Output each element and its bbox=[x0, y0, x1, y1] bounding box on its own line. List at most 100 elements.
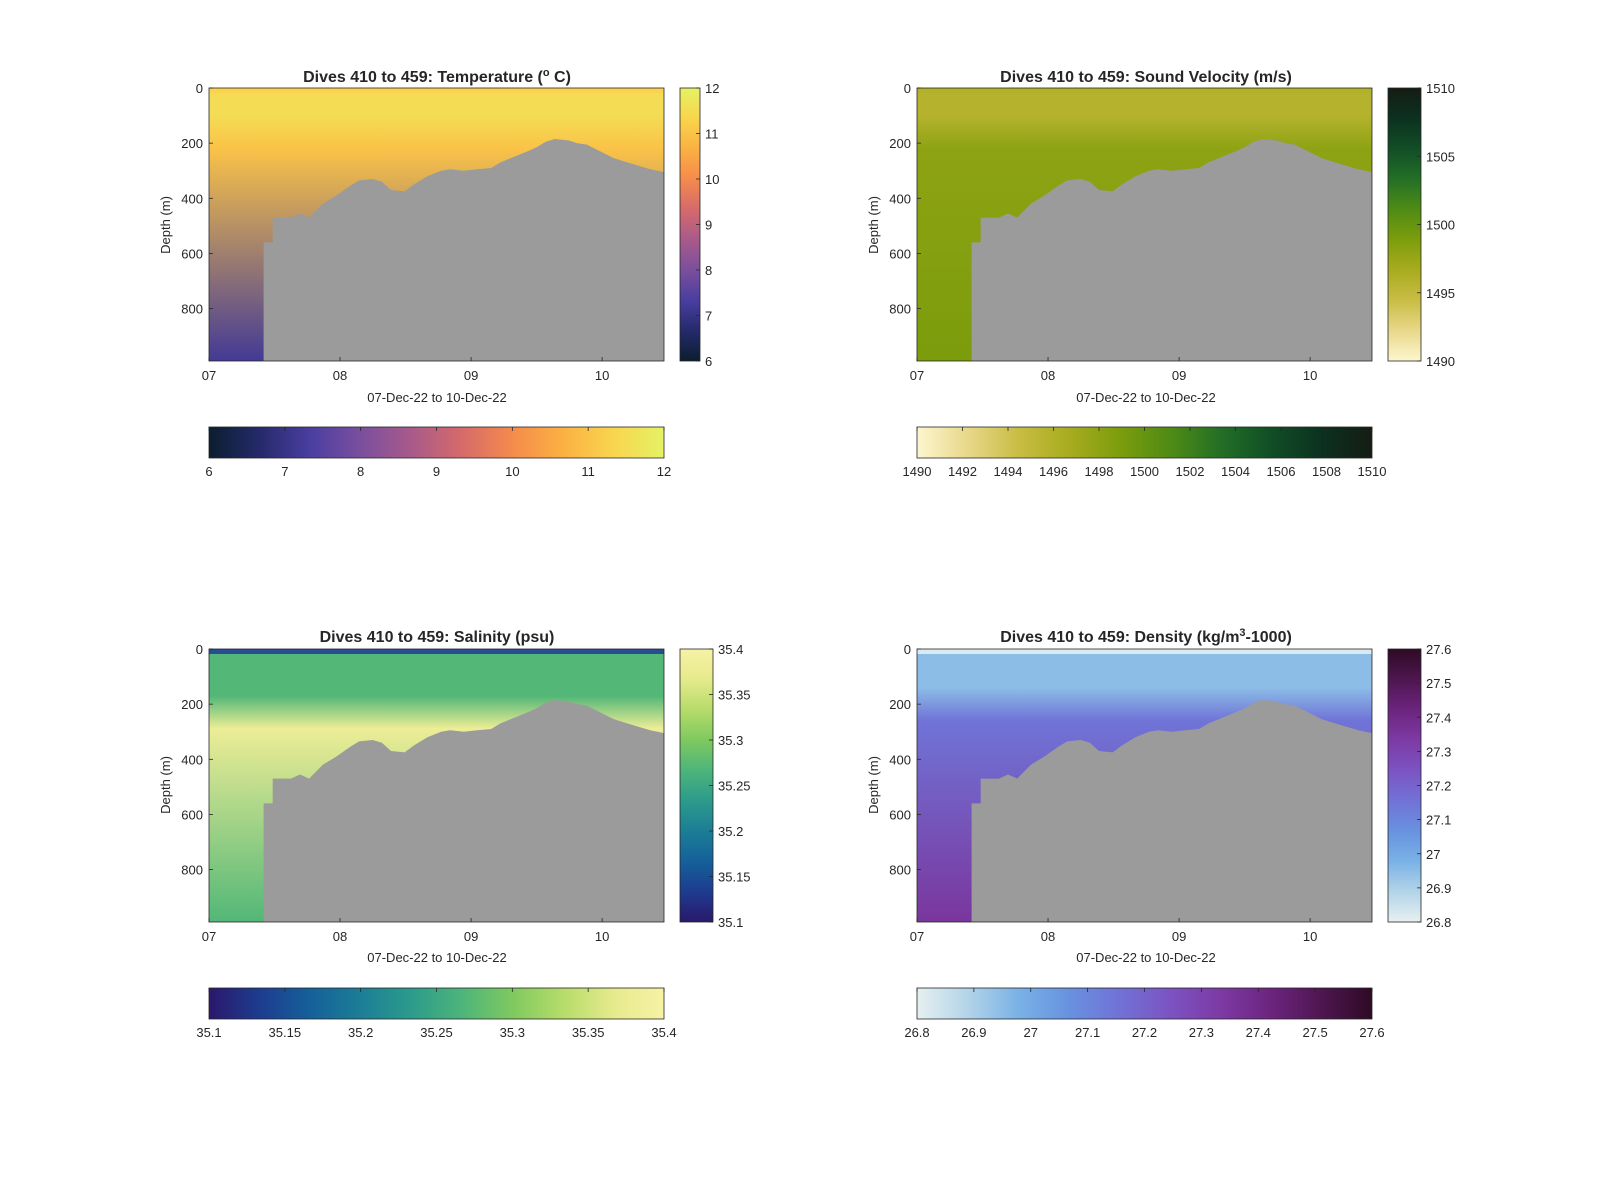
colorbar-tick-label: 27 bbox=[1426, 847, 1440, 862]
colorbar-tick-label: 35.4 bbox=[718, 642, 743, 657]
x-tick-label: 09 bbox=[1172, 368, 1186, 383]
x-tick-label: 07 bbox=[910, 368, 924, 383]
colorbar-tick-label: 27.6 bbox=[1426, 642, 1451, 657]
x-axis-label: 07-Dec-22 to 10-Dec-22 bbox=[367, 950, 506, 965]
panel-sound-velocity: Dives 410 to 459: Sound Velocity (m/s) 0… bbox=[866, 69, 1455, 479]
colorbar-tick-label: 35.15 bbox=[718, 870, 751, 885]
x-tick-label: 09 bbox=[464, 368, 478, 383]
colorbar-tick-label: 35.35 bbox=[718, 688, 751, 703]
hbar-tick-label: 10 bbox=[505, 464, 519, 479]
hbar-tick-label: 1500 bbox=[1130, 464, 1159, 479]
colorbar-vertical bbox=[1387, 648, 1422, 923]
hbar-tick-label: 1510 bbox=[1358, 464, 1387, 479]
x-tick-label: 08 bbox=[333, 368, 347, 383]
x-tick-label: 08 bbox=[1041, 929, 1055, 944]
panel-title: Dives 410 to 459: Salinity (psu) bbox=[320, 629, 555, 646]
hbar-tick-label: 1502 bbox=[1176, 464, 1205, 479]
hbar-tick-label: 1506 bbox=[1267, 464, 1296, 479]
hbar-tick-label: 7 bbox=[281, 464, 288, 479]
y-tick-label: 600 bbox=[181, 246, 203, 261]
panel-title: Dives 410 to 459: Density (kg/m3-1000) bbox=[1000, 627, 1292, 646]
x-tick-label: 07 bbox=[202, 368, 216, 383]
axes-box bbox=[916, 648, 1373, 923]
y-tick-label: 400 bbox=[181, 752, 203, 767]
colorbar-tick-label: 35.25 bbox=[718, 779, 751, 794]
colorbar-tick-label: 1505 bbox=[1426, 149, 1455, 164]
axes-box bbox=[208, 648, 665, 923]
x-axis-label: 07-Dec-22 to 10-Dec-22 bbox=[1076, 950, 1215, 965]
hbar-tick-label: 12 bbox=[657, 464, 671, 479]
y-axis-label: Depth (m) bbox=[866, 196, 881, 254]
hbar-tick-label: 27.3 bbox=[1189, 1025, 1214, 1040]
hbar-tick-label: 35.35 bbox=[572, 1025, 605, 1040]
colorbar-tick-label: 35.1 bbox=[718, 915, 743, 930]
hbar-tick-label: 35.2 bbox=[348, 1025, 373, 1040]
colorbar-tick-label: 26.8 bbox=[1426, 915, 1451, 930]
y-axis-label: Depth (m) bbox=[158, 196, 173, 254]
colorbar-tick-label: 9 bbox=[705, 218, 712, 233]
y-tick-label: 800 bbox=[181, 302, 203, 317]
surface-band bbox=[209, 649, 664, 654]
x-tick-label: 09 bbox=[464, 929, 478, 944]
colorbar-tick-label: 6 bbox=[705, 354, 712, 369]
colorbar-tick-label: 27.3 bbox=[1426, 744, 1451, 759]
y-axis-label: Depth (m) bbox=[866, 756, 881, 814]
panel-title: Dives 410 to 459: Sound Velocity (m/s) bbox=[1000, 69, 1292, 86]
hbar-tick-label: 27.2 bbox=[1132, 1025, 1157, 1040]
hbar-tick-label: 26.9 bbox=[961, 1025, 986, 1040]
seafloor-mask bbox=[209, 139, 664, 361]
y-tick-label: 200 bbox=[889, 136, 911, 151]
hbar-tick-label: 27.5 bbox=[1302, 1025, 1327, 1040]
panel-temperature: Dives 410 to 459: Temperature (o C) 0 200… bbox=[158, 67, 719, 479]
y-tick-label: 600 bbox=[889, 246, 911, 261]
axes-box bbox=[208, 87, 665, 362]
hbar-tick-label: 35.3 bbox=[500, 1025, 525, 1040]
hbar-tick-label: 9 bbox=[433, 464, 440, 479]
hbar-tick-label: 1492 bbox=[948, 464, 977, 479]
colorbar-tick-label: 1495 bbox=[1426, 286, 1455, 301]
colorbar-vertical bbox=[679, 648, 714, 923]
colorbar-horizontal bbox=[208, 426, 665, 459]
panel-density: Dives 410 to 459: Density (kg/m3-1000) 0… bbox=[866, 627, 1451, 1040]
surface-band bbox=[917, 88, 1372, 93]
y-tick-label: 200 bbox=[181, 697, 203, 712]
hbar-tick-label: 26.8 bbox=[904, 1025, 929, 1040]
y-axis-label: Depth (m) bbox=[158, 756, 173, 814]
colorbar-tick-label: 12 bbox=[705, 81, 719, 96]
surface-band bbox=[917, 649, 1372, 654]
colorbar-horizontal bbox=[208, 987, 665, 1020]
panel-title: Dives 410 to 459: Temperature (o C) bbox=[303, 67, 571, 86]
hbar-tick-label: 1504 bbox=[1221, 464, 1250, 479]
seafloor-mask bbox=[917, 139, 1372, 361]
x-tick-label: 08 bbox=[333, 929, 347, 944]
surface-band bbox=[209, 88, 664, 93]
density-plot: 0 200 400 600 800 07 08 09 10 26.8 26.9 27 27.1 27.2 2… bbox=[889, 642, 1451, 1040]
hbar-tick-label: 35.4 bbox=[651, 1025, 676, 1040]
colorbar-tick-label: 11 bbox=[705, 127, 719, 142]
hbar-tick-label: 27 bbox=[1024, 1025, 1038, 1040]
axes-box bbox=[916, 87, 1373, 362]
y-tick-label: 600 bbox=[181, 807, 203, 822]
y-tick-label: 800 bbox=[181, 863, 203, 878]
hbar-tick-label: 6 bbox=[205, 464, 212, 479]
colorbar-tick-label: 26.9 bbox=[1426, 881, 1451, 896]
hbar-tick-label: 35.15 bbox=[269, 1025, 302, 1040]
colorbar-vertical bbox=[1387, 87, 1422, 362]
y-tick-label: 600 bbox=[889, 807, 911, 822]
colorbar-tick-label: 27.1 bbox=[1426, 813, 1451, 828]
colorbar-tick-label: 1500 bbox=[1426, 218, 1455, 233]
x-axis-label: 07-Dec-22 to 10-Dec-22 bbox=[1076, 390, 1215, 405]
hbar-tick-label: 1494 bbox=[994, 464, 1023, 479]
y-tick-label: 400 bbox=[181, 191, 203, 206]
x-tick-label: 10 bbox=[1303, 368, 1317, 383]
y-tick-label: 400 bbox=[889, 752, 911, 767]
y-tick-label: 800 bbox=[889, 863, 911, 878]
hbar-tick-label: 11 bbox=[581, 464, 595, 479]
x-tick-label: 07 bbox=[910, 929, 924, 944]
hbar-tick-label: 27.1 bbox=[1075, 1025, 1100, 1040]
x-tick-label: 10 bbox=[1303, 929, 1317, 944]
colorbar-horizontal bbox=[916, 426, 1373, 459]
x-tick-label: 10 bbox=[595, 368, 609, 383]
y-tick-label: 200 bbox=[889, 697, 911, 712]
